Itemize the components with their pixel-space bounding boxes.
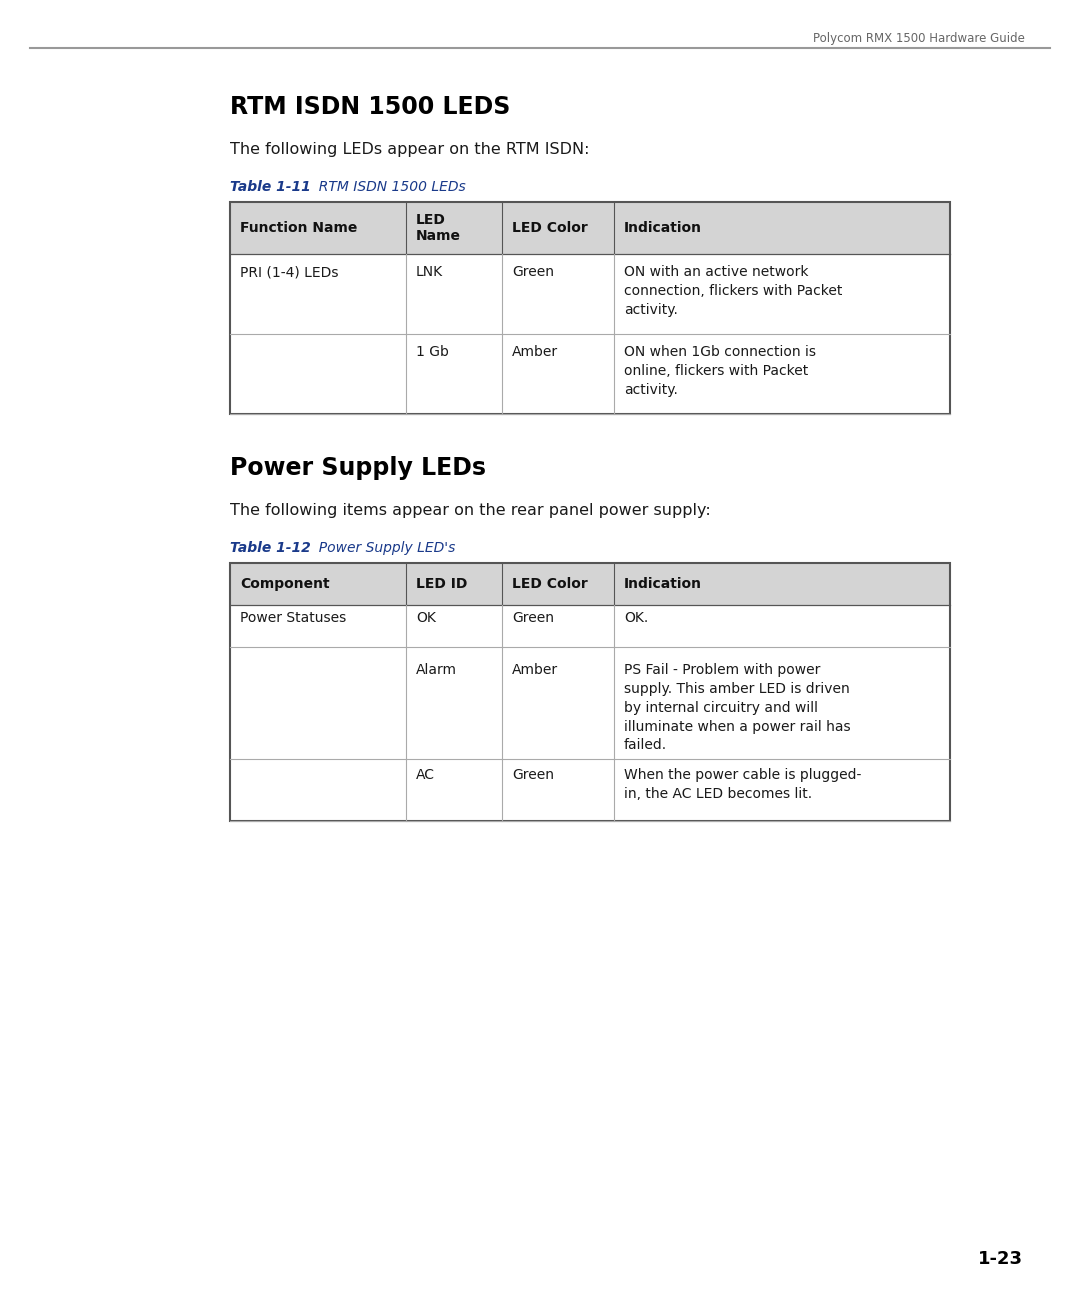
Text: RTM ISDN 1500 LEDS: RTM ISDN 1500 LEDS — [230, 95, 511, 119]
Text: The following items appear on the rear panel power supply:: The following items appear on the rear p… — [230, 503, 711, 518]
Text: PS Fail - Problem with power
supply. This amber LED is driven
by internal circui: PS Fail - Problem with power supply. Thi… — [624, 662, 851, 752]
Text: The following LEDs appear on the RTM ISDN:: The following LEDs appear on the RTM ISD… — [230, 142, 590, 157]
Text: Table 1-12: Table 1-12 — [230, 541, 311, 555]
Text: Power Statuses: Power Statuses — [240, 611, 347, 624]
Text: ON when 1Gb connection is
online, flickers with Packet
activity.: ON when 1Gb connection is online, flicke… — [624, 345, 816, 397]
Text: When the power cable is plugged-
in, the AC LED becomes lit.: When the power cable is plugged- in, the… — [624, 768, 862, 801]
Text: Green: Green — [512, 768, 554, 782]
Text: OK: OK — [416, 611, 436, 624]
Text: 1-23: 1-23 — [977, 1250, 1023, 1268]
Bar — [230, 334, 950, 414]
Bar — [230, 202, 950, 414]
Bar — [230, 646, 950, 759]
Text: LED Color: LED Color — [512, 221, 588, 235]
Text: LED
Name: LED Name — [416, 213, 461, 243]
Bar — [230, 563, 950, 605]
Text: LED ID: LED ID — [416, 577, 468, 592]
Text: ON with an active network
connection, flickers with Packet
activity.: ON with an active network connection, fl… — [624, 265, 842, 317]
Bar — [230, 253, 950, 334]
Text: PRI (1-4) LEDs: PRI (1-4) LEDs — [240, 265, 338, 279]
Bar — [230, 202, 950, 253]
Text: Alarm: Alarm — [416, 662, 457, 677]
Text: 1 Gb: 1 Gb — [416, 345, 449, 359]
Text: Polycom RMX 1500 Hardware Guide: Polycom RMX 1500 Hardware Guide — [813, 33, 1025, 44]
Bar — [230, 563, 950, 821]
Text: Power Supply LED's: Power Supply LED's — [310, 541, 456, 555]
Text: AC: AC — [416, 768, 435, 782]
Bar — [230, 605, 950, 646]
Text: Green: Green — [512, 265, 554, 279]
Bar — [230, 759, 950, 821]
Text: Indication: Indication — [624, 221, 702, 235]
Text: Table 1-11: Table 1-11 — [230, 180, 311, 195]
Text: LED Color: LED Color — [512, 577, 588, 592]
Text: Amber: Amber — [512, 662, 558, 677]
Text: LNK: LNK — [416, 265, 443, 279]
Text: Component: Component — [240, 577, 329, 592]
Text: OK.: OK. — [624, 611, 648, 624]
Text: Green: Green — [512, 611, 554, 624]
Text: Function Name: Function Name — [240, 221, 357, 235]
Text: Amber: Amber — [512, 345, 558, 359]
Text: Indication: Indication — [624, 577, 702, 592]
Text: RTM ISDN 1500 LEDs: RTM ISDN 1500 LEDs — [310, 180, 465, 195]
Text: Power Supply LEDs: Power Supply LEDs — [230, 456, 486, 481]
